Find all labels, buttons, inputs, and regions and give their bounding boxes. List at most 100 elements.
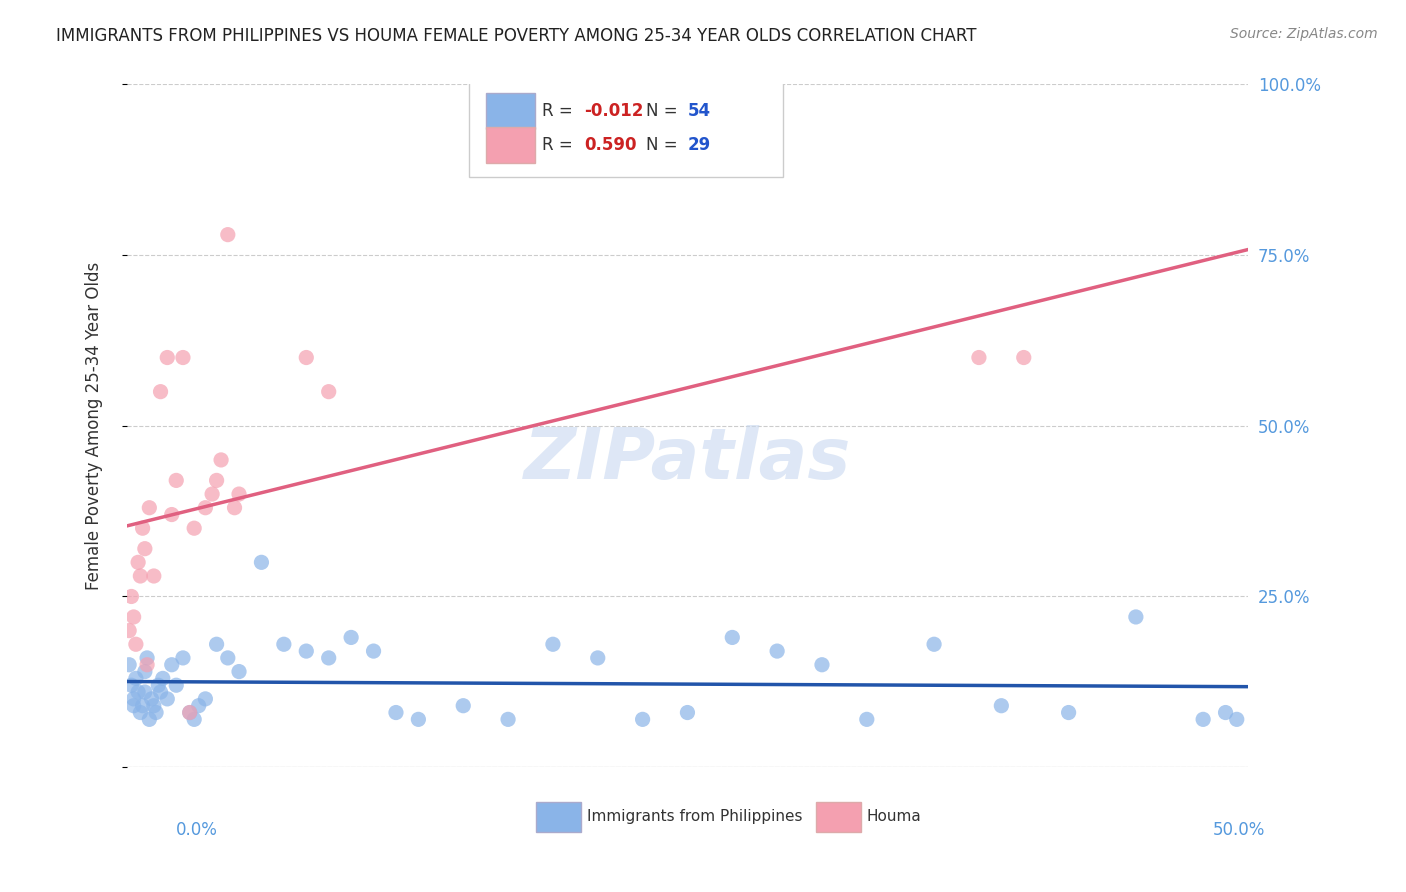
Point (127, 685, 149, 699)
Point (1192, 712, 1215, 726)
FancyBboxPatch shape (485, 128, 534, 163)
Point (1215, 706, 1237, 720)
Point (1012, 351, 1035, 365)
Point (194, 500, 217, 515)
Point (152, 672, 174, 686)
Point (201, 487, 224, 501)
Text: 0.0%: 0.0% (176, 821, 218, 838)
Point (179, 706, 201, 720)
Point (228, 665, 250, 679)
FancyBboxPatch shape (817, 802, 862, 832)
Text: 0.590: 0.590 (585, 136, 637, 154)
Point (125, 672, 148, 686)
Point (1057, 706, 1080, 720)
Point (183, 712, 205, 726)
Point (160, 508, 183, 522)
Text: 50.0%: 50.0% (1213, 821, 1265, 838)
Point (172, 651, 194, 665)
Point (122, 610, 145, 624)
Point (721, 631, 744, 645)
Point (118, 657, 141, 672)
Text: Source: ZipAtlas.com: Source: ZipAtlas.com (1230, 27, 1378, 41)
Point (138, 500, 160, 515)
Point (120, 590, 142, 604)
Point (136, 657, 159, 672)
Point (134, 665, 156, 679)
Text: Immigrants from Philippines: Immigrants from Philippines (586, 809, 801, 824)
Point (318, 384, 340, 399)
Point (811, 657, 834, 672)
Point (160, 657, 183, 672)
Point (631, 712, 654, 726)
Point (120, 678, 142, 692)
Point (127, 555, 149, 569)
Point (224, 500, 246, 515)
Point (766, 644, 789, 658)
Point (1226, 712, 1249, 726)
Point (676, 706, 699, 720)
Point (125, 637, 148, 651)
Point (318, 651, 340, 665)
Point (149, 685, 172, 699)
Point (141, 691, 163, 706)
Point (165, 678, 187, 692)
Point (250, 555, 273, 569)
Point (385, 706, 408, 720)
Point (118, 624, 141, 638)
Point (129, 706, 152, 720)
Text: Houma: Houma (868, 809, 921, 824)
Point (122, 691, 145, 706)
Point (273, 637, 295, 651)
Point (156, 351, 179, 365)
Point (205, 637, 228, 651)
Point (142, 569, 165, 583)
Point (194, 691, 217, 706)
Point (295, 644, 318, 658)
Point (496, 712, 519, 726)
Point (205, 474, 228, 488)
Text: N =: N = (645, 102, 683, 120)
Point (149, 384, 172, 399)
Point (209, 453, 232, 467)
FancyBboxPatch shape (536, 802, 581, 832)
Point (967, 351, 990, 365)
Point (156, 691, 179, 706)
Point (217, 227, 239, 242)
Text: 29: 29 (688, 136, 710, 154)
Text: ZIPatlas: ZIPatlas (524, 425, 851, 494)
Point (165, 474, 187, 488)
Point (408, 712, 430, 726)
Point (129, 569, 152, 583)
Text: -0.012: -0.012 (585, 102, 644, 120)
Point (228, 487, 250, 501)
Point (172, 351, 194, 365)
Point (340, 631, 363, 645)
Point (586, 651, 609, 665)
Point (217, 651, 239, 665)
FancyBboxPatch shape (485, 94, 534, 128)
Point (990, 698, 1012, 713)
Point (142, 698, 165, 713)
Point (131, 521, 153, 535)
Y-axis label: Female Poverty Among 25-34 Year Olds: Female Poverty Among 25-34 Year Olds (86, 261, 103, 590)
Text: R =: R = (541, 102, 578, 120)
Text: 54: 54 (688, 102, 710, 120)
Point (856, 712, 879, 726)
FancyBboxPatch shape (468, 78, 783, 177)
Point (183, 521, 205, 535)
Point (131, 698, 153, 713)
Point (134, 685, 156, 699)
Text: IMMIGRANTS FROM PHILIPPINES VS HOUMA FEMALE POVERTY AMONG 25-34 YEAR OLDS CORREL: IMMIGRANTS FROM PHILIPPINES VS HOUMA FEM… (56, 27, 977, 45)
Point (136, 651, 159, 665)
Point (187, 698, 209, 713)
Point (922, 637, 945, 651)
Point (138, 712, 160, 726)
Point (148, 678, 170, 692)
Point (295, 351, 318, 365)
Point (134, 541, 156, 556)
Point (541, 637, 564, 651)
Text: N =: N = (645, 136, 683, 154)
Point (451, 698, 474, 713)
Point (363, 644, 385, 658)
Point (179, 706, 201, 720)
